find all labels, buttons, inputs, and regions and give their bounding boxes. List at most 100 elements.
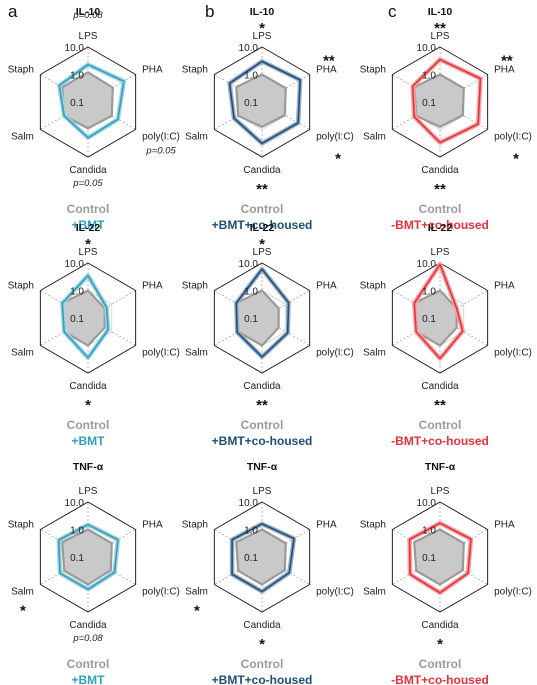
radar-panel-b-3: TNF-α 10.0 1.0 0.1 LPS PHA poly(I:C) Candida Sal… [182,461,354,685]
axis-label-pha: PHA [494,65,515,76]
tick-label: 1.0 [70,71,84,82]
significance-star: * [85,236,91,253]
significance-star: * [513,151,519,168]
axis-label-pha: PHA [316,65,337,76]
axis-label-salm: Salm [185,587,208,598]
panel-letter-b: b [205,2,214,21]
significance-star: * [20,603,26,620]
legend-test: +BMT+co-housed [212,218,313,232]
test-series [231,523,295,593]
grid-outer [213,262,311,374]
panel-title: TNF-α [247,461,278,473]
tick-label: 1.0 [70,287,84,298]
p-value-label: p=0.08 [72,633,103,644]
legend-test: +BMT [72,434,106,448]
test-series [413,263,464,360]
axis-label-poly-i-c: poly(I:C) [316,132,354,143]
axis-label-poly-i-c: poly(I:C) [494,348,532,359]
axis-label-candida: Candida [421,165,459,176]
axis-label-salm: Salm [185,348,208,359]
significance-star: ** [501,53,513,70]
tick-label: 10.0 [239,259,259,270]
axis-label-lps: LPS [431,486,450,497]
axis-label-pha: PHA [142,281,163,292]
legend-test: +BMT+co-housed [212,434,313,448]
legend-control: Control [419,657,462,671]
panel-title: IL-22 [250,222,275,234]
test-series [408,522,472,594]
legend-test: -BMT+co-housed [391,673,489,685]
panel-letter-a: a [8,2,18,21]
axis-label-pha: PHA [494,520,515,531]
panel-title: IL-10 [428,6,453,18]
tick-label: 0.1 [70,98,84,109]
significance-star: ** [434,181,446,198]
panel-title: IL-10 [250,6,275,18]
grid-outer [391,46,489,158]
axis-label-staph: Staph [360,281,386,292]
significance-star: ** [434,397,446,414]
radar-panel-a-1: IL-10 10.0 1.0 0.1 LPS PHA poly(I:C) Candida Sal… [8,6,180,232]
tick-label: 0.1 [422,98,436,109]
legend-control: Control [67,202,110,216]
axis-label-poly-i-c: poly(I:C) [494,132,532,143]
axis-label-staph: Staph [360,520,386,531]
legend-test: +BMT+co-housed [212,673,313,685]
radar-panel-c-1: IL-10 10.0 1.0 0.1 LPS PHA poly(I:C) Candida Sal… [360,6,532,232]
axis-label-candida: Candida [243,381,281,392]
grid-outer [39,262,137,374]
control-series [61,528,113,586]
axis-label-salm: Salm [185,132,208,143]
grid-outer [39,46,137,158]
legend-control: Control [67,657,110,671]
control-series [235,73,287,128]
axis-label-salm: Salm [11,587,34,598]
axis-label-candida: Candida [69,381,107,392]
tick-label: 10.0 [65,498,85,509]
test-series [411,58,482,144]
tick-label: 10.0 [239,498,259,509]
tick-label: 1.0 [70,526,84,537]
axis-label-pha: PHA [494,281,515,292]
axis-label-lps: LPS [79,247,98,258]
grid-outer [213,46,311,158]
legend-control: Control [241,418,284,432]
tick-label: 0.1 [422,314,436,325]
tick-label: 0.1 [70,314,84,325]
radar-panel-b-2: IL-22 10.0 1.0 0.1 LPS PHA poly(I:C) Candida Sal… [182,222,354,448]
axis-label-pha: PHA [142,65,163,76]
legend-test: +BMT [72,673,106,685]
tick-label: 10.0 [417,259,437,270]
tick-label: 10.0 [417,498,437,509]
significance-star: ** [434,20,446,37]
grid-outer [213,501,311,613]
radar-panel-a-3: TNF-α 10.0 1.0 0.1 LPS PHA poly(I:C) Candida Sal… [8,461,180,685]
axis-label-poly-i-c: poly(I:C) [494,587,532,598]
test-series [57,523,119,591]
p-value-label: p=0.08 [72,10,103,21]
panel-title: TNF-α [73,461,104,473]
axis-label-staph: Staph [8,520,34,531]
axis-label-candida: Candida [243,620,281,631]
legend-test: +BMT [72,218,106,232]
significance-star: ** [323,53,335,70]
significance-star: * [194,603,200,620]
axis-label-staph: Staph [360,65,386,76]
axis-label-candida: Candida [243,165,281,176]
axis-label-candida: Candida [69,620,107,631]
significance-star: * [85,397,91,414]
tick-label: 1.0 [422,287,436,298]
axis-label-lps: LPS [79,31,98,42]
axis-label-candida: Candida [421,620,459,631]
axis-label-pha: PHA [316,520,337,531]
radar-panel-b-1: IL-10 10.0 1.0 0.1 LPS PHA poly(I:C) Candida Sal… [182,6,354,232]
axis-label-lps: LPS [431,247,450,258]
tick-label: 10.0 [65,259,85,270]
legend-control: Control [241,202,284,216]
tick-label: 1.0 [244,526,258,537]
legend-control: Control [67,418,110,432]
radar-panel-c-2: IL-22 10.0 1.0 0.1 LPS PHA poly(I:C) Candida Sal… [360,222,532,448]
grid-outer [39,501,137,613]
legend-control: Control [419,418,462,432]
axis-label-poly-i-c: poly(I:C) [142,587,180,598]
